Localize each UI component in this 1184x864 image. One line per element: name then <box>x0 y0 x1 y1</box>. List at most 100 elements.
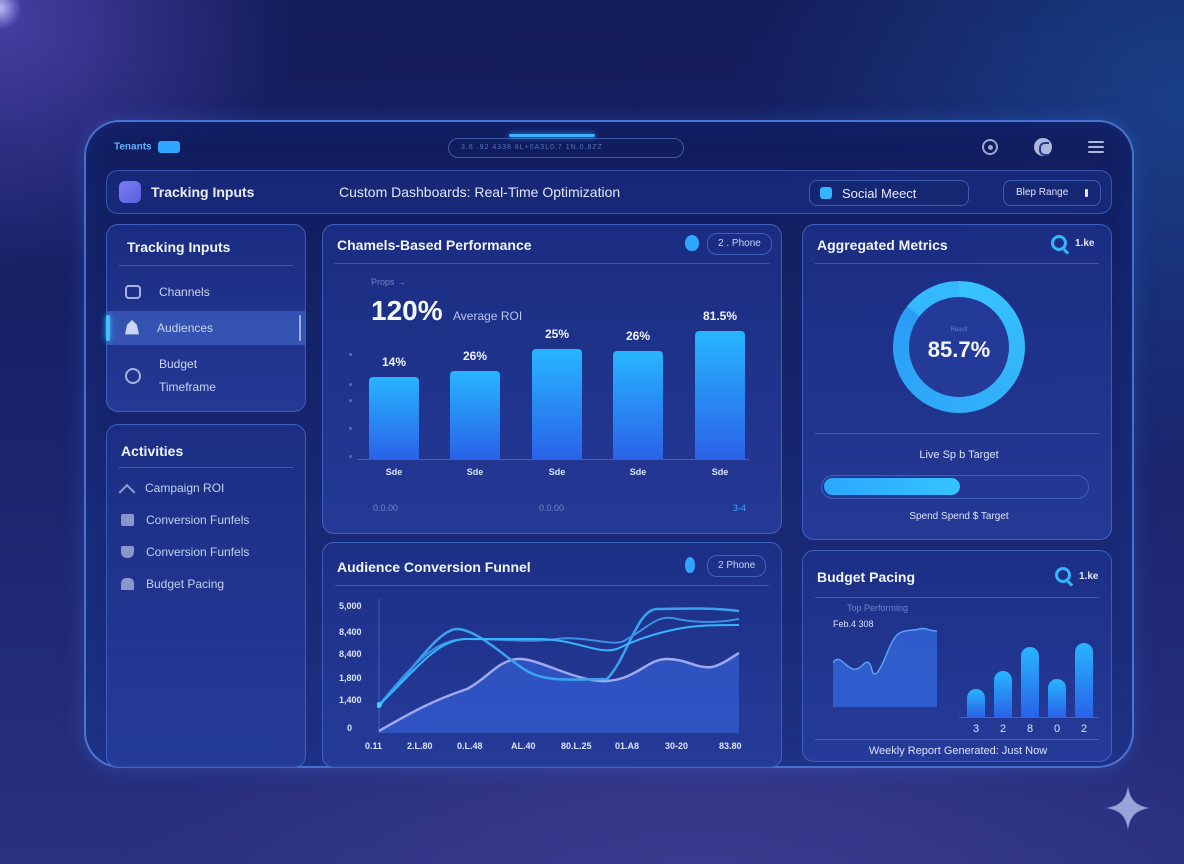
divider <box>815 597 1099 598</box>
roi-caption: Props → <box>371 277 407 287</box>
bar-3[interactable] <box>532 349 582 459</box>
pacing-bar-5[interactable] <box>1075 643 1093 717</box>
y-tick <box>349 353 352 356</box>
x-tick-label: 80.L.25 <box>561 741 592 751</box>
date-range-dropdown[interactable]: Blep Range <box>1003 180 1101 206</box>
progress-caption: Spend Spend $ Target <box>909 511 1009 522</box>
sidebar-item-channels[interactable]: Channels <box>107 275 305 309</box>
pacing-bar-3[interactable] <box>1021 647 1039 717</box>
x-tick-label: 83.80 <box>719 741 742 751</box>
x-tick-label: Sde <box>466 467 484 477</box>
sidebar-item-budget-timeframe[interactable]: Budget Timeframe <box>107 351 305 401</box>
budget-filter[interactable]: 1.ke <box>1079 571 1099 582</box>
bar-4[interactable] <box>613 351 663 459</box>
x-tick-label: 8 <box>1027 723 1034 735</box>
bar-value-label: 25% <box>544 327 570 341</box>
bar-2[interactable] <box>450 371 500 459</box>
x-tick-label: 30-20 <box>665 741 689 751</box>
area-chart-label: Feb.4 308 <box>833 619 874 629</box>
shield-icon <box>121 546 134 558</box>
donut-chart[interactable] <box>893 281 1025 413</box>
hamburger-menu-icon[interactable] <box>1088 141 1104 153</box>
donut-caption: Result <box>950 327 968 333</box>
y-tick-label: 1,400 <box>339 695 362 705</box>
x-tick-label: Sde <box>385 467 403 477</box>
y-tick-label: 0 <box>347 723 353 733</box>
address-text: 3.8 .92 4338 8L+0A3L0.7 1N.0.8ZZ <box>461 144 603 151</box>
dropdown-handle-icon <box>1085 189 1088 197</box>
social-connect-label: Social Meect <box>842 186 917 201</box>
budget-pacing-card: Budget Pacing 1.ke Top Performing Feb.4 … <box>802 550 1112 762</box>
y-tick <box>349 399 352 402</box>
divider <box>815 263 1099 264</box>
sidebar-item-audiences[interactable]: Audiences <box>106 311 305 345</box>
audience-funnel-card: Audience Conversion Funnel 2 Phone 5,000… <box>322 542 782 768</box>
social-connect-button[interactable]: Social Meect <box>809 180 969 206</box>
lock-icon <box>820 187 832 199</box>
x-tick-label: 2 <box>1000 723 1007 735</box>
bar-5[interactable] <box>695 331 745 459</box>
building-icon <box>121 578 134 590</box>
line-area-chart[interactable] <box>377 599 741 735</box>
bell-icon <box>125 320 139 335</box>
bar-1[interactable] <box>369 377 419 459</box>
panel-title: Tracking Inputs <box>127 239 231 255</box>
sparkle-icon <box>1106 786 1150 830</box>
pacing-bar-2[interactable] <box>994 671 1012 717</box>
x-tick-label: 0.L.48 <box>457 741 483 751</box>
page-title: Custom Dashboards: Real-Time Optimizatio… <box>339 184 621 200</box>
address-bar[interactable]: 3.8 .92 4338 8L+0A3L0.7 1N.0.8ZZ <box>448 134 684 158</box>
loading-indicator <box>509 134 595 137</box>
y-tick <box>349 383 352 386</box>
sidebar-item-label: Audiences <box>157 321 214 335</box>
device-filter-button[interactable]: 2 . Phone <box>707 233 772 255</box>
aggregated-filter[interactable]: 1.ke <box>1075 238 1095 249</box>
globe-icon[interactable] <box>1034 138 1052 156</box>
brand[interactable]: Tenants <box>114 141 180 153</box>
panel-title: Activities <box>121 443 184 459</box>
divider <box>815 433 1099 434</box>
activity-conversion-funnels[interactable]: Conversion Funfels <box>121 513 249 527</box>
y-tick-label: 5,000 <box>339 601 362 611</box>
search-icon[interactable] <box>1051 235 1067 251</box>
divider <box>335 585 769 586</box>
activity-conversion-funnels-2[interactable]: Conversion Funfels <box>121 545 249 559</box>
pacing-bar-4[interactable] <box>1048 679 1066 717</box>
divider <box>119 265 293 266</box>
activity-campaign-roi[interactable]: Campaign ROI <box>118 481 224 501</box>
x-tick-label: 2 <box>1081 723 1088 735</box>
x-tick-label: 0 <box>1054 723 1061 735</box>
settings-icon[interactable] <box>982 139 998 155</box>
search-icon[interactable] <box>1055 567 1071 583</box>
clock-icon <box>125 368 141 384</box>
pacing-bar-1[interactable] <box>967 689 985 717</box>
x-tick-label: 0.11 <box>365 741 383 751</box>
footer-label: 0.0.00 <box>373 503 399 513</box>
play-square-icon <box>125 285 141 299</box>
x-tick-label: 3 <box>973 723 980 735</box>
x-tick-label: 01.A8 <box>615 741 640 751</box>
activity-label: Conversion Funfels <box>146 545 250 559</box>
calendar-icon <box>121 514 134 526</box>
date-range-label: Blep Range <box>1016 187 1069 198</box>
tracking-inputs-panel: Tracking Inputs Channels Audiences Budge… <box>106 224 306 412</box>
drop-icon[interactable] <box>685 557 695 573</box>
bar-value-label: 26% <box>625 329 651 343</box>
activity-label: Conversion Funfels <box>146 513 250 527</box>
divider <box>335 263 769 264</box>
window-topbar: Tenants 3.8 .92 4338 8L+0A3L0.7 1N.0.8ZZ <box>114 134 1104 162</box>
activity-budget-pacing[interactable]: Budget Pacing <box>121 577 224 591</box>
sidebar-item-label: Channels <box>159 285 210 299</box>
x-axis <box>357 459 749 460</box>
bar-value-label: 26% <box>462 349 488 363</box>
window-actions <box>982 138 1104 156</box>
divider <box>815 739 1099 740</box>
device-filter-button[interactable]: 2 Phone <box>707 555 767 577</box>
y-tick <box>349 455 352 458</box>
lock-icon[interactable] <box>685 235 699 251</box>
x-tick-label: Sde <box>548 467 566 477</box>
average-roi-label: Average ROI <box>453 309 523 323</box>
top-performing-area-chart[interactable] <box>833 623 937 707</box>
spend-progress-fill <box>824 478 960 495</box>
activities-panel: Activities Campaign ROI Conversion Funfe… <box>106 424 306 768</box>
